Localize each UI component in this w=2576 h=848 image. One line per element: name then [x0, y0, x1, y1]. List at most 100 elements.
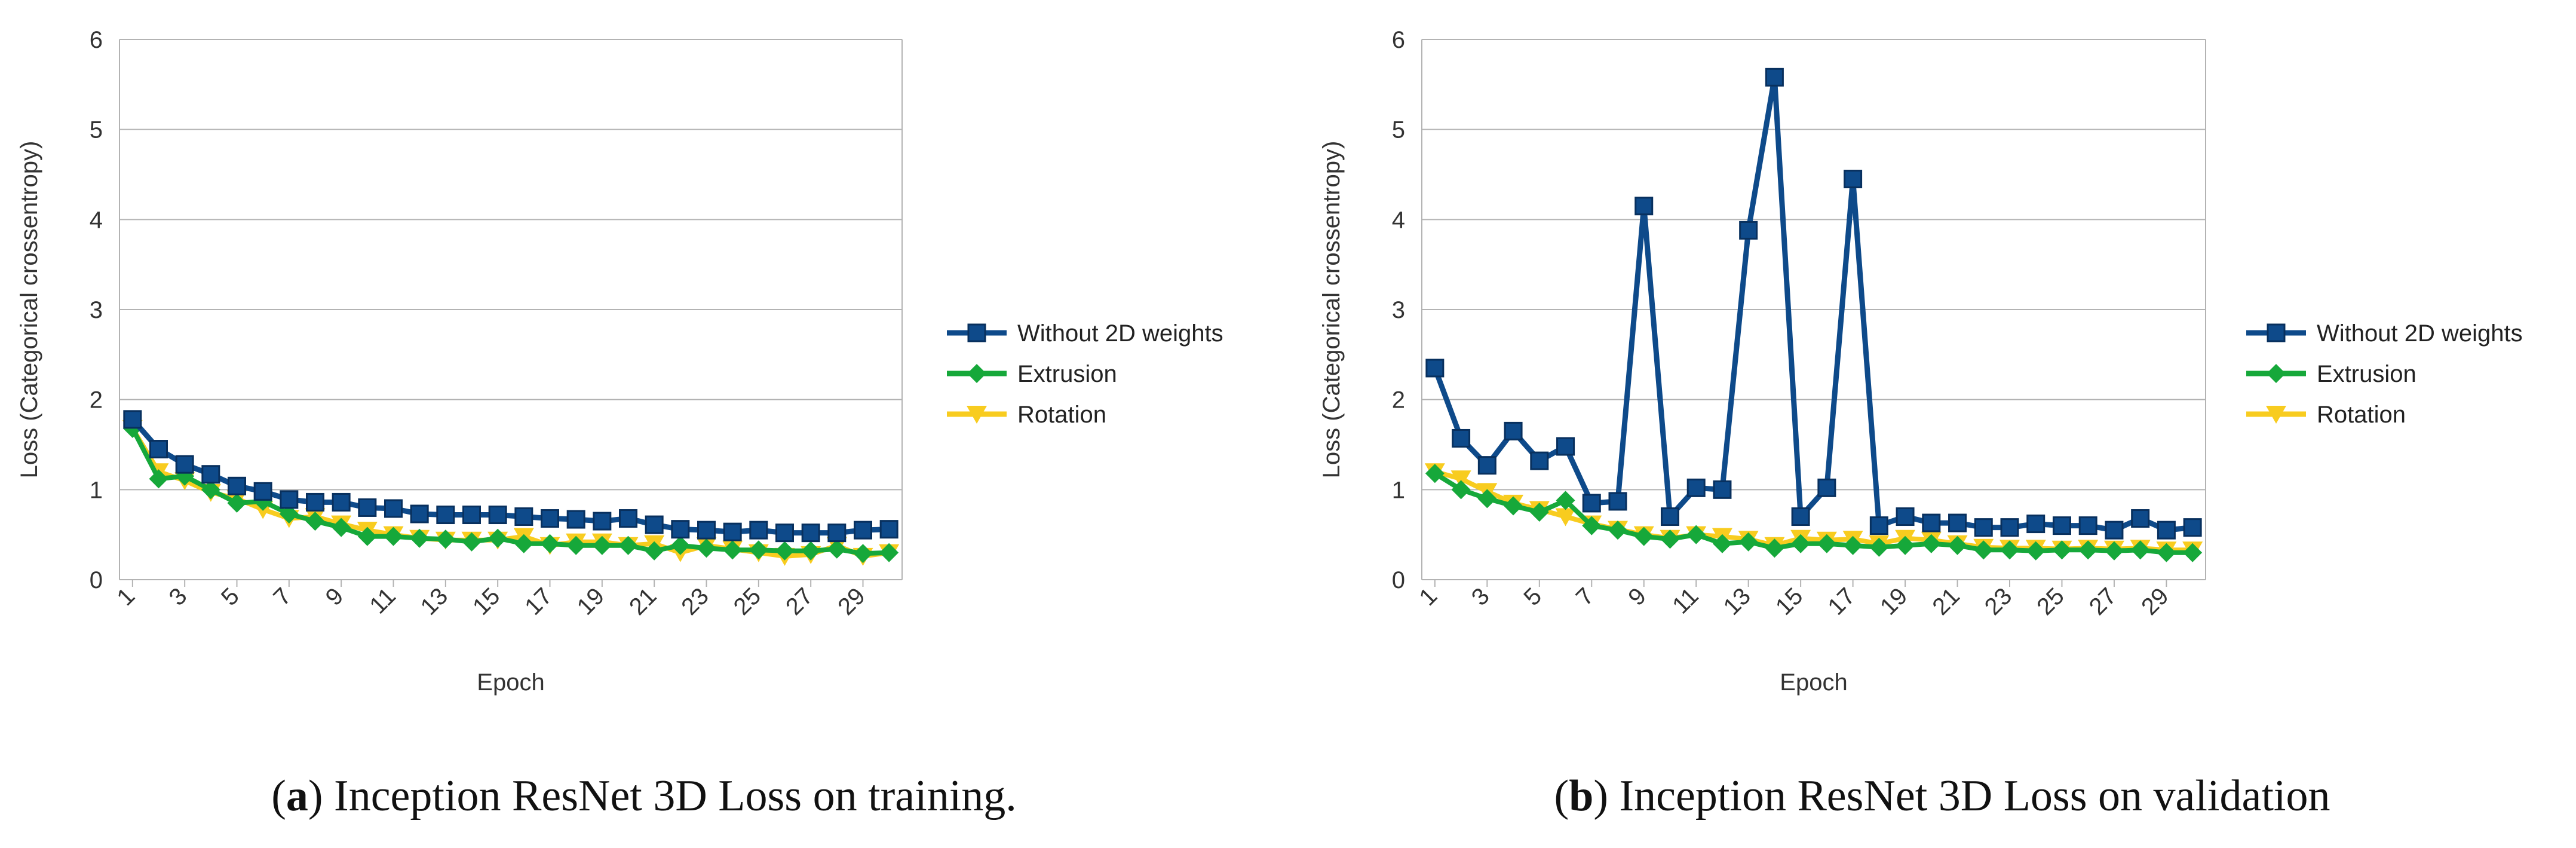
chart-b-y-ticks: 0 1 2 3 4 5 6 — [1392, 27, 1405, 593]
chart-a-series-line — [130, 417, 890, 536]
chart-b-data-point — [1844, 170, 1863, 189]
chart-a-data-point — [357, 526, 377, 546]
chart-b-data-point — [1425, 464, 1445, 483]
chart-b-data-point — [1451, 480, 1471, 500]
chart-a-xtick-label: 11 — [364, 583, 400, 619]
chart-b-data-point — [1608, 492, 1627, 511]
chart-b-xtick-label: 11 — [1667, 583, 1703, 619]
chart-a-data-point — [253, 482, 272, 501]
chart-b-legend: Without 2D weights Extrusion Rotation — [2246, 320, 2523, 428]
chart-a-data-point — [775, 524, 794, 543]
chart-a-data-point — [175, 455, 194, 474]
chart-a-xtick-label: 15 — [468, 583, 505, 620]
chart-b-data-point — [1582, 516, 1602, 535]
chart-b-series-1 — [1425, 464, 2203, 562]
chart-a-xtick-label: 27 — [781, 583, 818, 620]
chart-a-data-point — [358, 498, 377, 517]
chart-a-data-point — [149, 440, 168, 459]
chart-b-data-point — [1634, 197, 1654, 216]
chart-a-data-point — [592, 535, 612, 555]
chart-a-data-point — [697, 521, 716, 540]
chart-b-data-point — [1791, 507, 1810, 526]
chart-b-data-point — [2131, 509, 2150, 528]
chart-a-data-point — [305, 512, 325, 531]
chart-b-legend-marker — [2266, 406, 2286, 424]
chart-b-data-point — [1450, 470, 1471, 489]
chart-b-data-point — [2130, 540, 2150, 560]
chart-panel-a: 0 1 2 3 4 5 6 1 3 5 7 9 11 13 15 17 19 21 23 25 27 29 Epoch Los… — [16, 27, 1223, 821]
chart-a-legend-marker — [967, 364, 986, 383]
chart-a-data-point — [749, 521, 768, 540]
chart-a-legend-label: Rotation — [1017, 402, 1106, 428]
chart-b-xtick-label: 29 — [2136, 583, 2174, 620]
chart-b-data-point — [1712, 534, 1732, 553]
chart-a-ytick-label: 3 — [90, 297, 103, 323]
chart-a-series-0 — [123, 410, 898, 543]
chart-b-xtick-label: 23 — [1980, 583, 2017, 620]
chart-b-xtick-label: 9 — [1623, 583, 1651, 611]
chart-b-x-ticks: 1 3 5 7 9 11 13 15 17 19 21 23 25 27 29 — [1414, 580, 2174, 620]
chart-a-data-point — [436, 506, 455, 525]
chart-a-x-ticks: 1 3 5 7 9 11 13 15 17 19 21 23 25 27 29 — [112, 580, 870, 620]
chart-b-xtick-label: 25 — [2032, 583, 2069, 620]
chart-b-xtick-label: 7 — [1571, 583, 1599, 611]
caption-a: (a) Inception ResNet 3D Loss on training… — [271, 772, 1017, 821]
chart-a-xtick-label: 13 — [416, 583, 453, 620]
chart-a-xtick-label: 21 — [624, 583, 662, 620]
chart-b-legend-label: Extrusion — [2317, 361, 2416, 387]
chart-b-data-point — [1713, 480, 1732, 499]
chart-b-data-point — [1791, 534, 1811, 553]
chart-a-data-point — [149, 469, 168, 489]
chart-b-data-point — [1896, 535, 1915, 555]
chart-a-data-point — [827, 524, 847, 543]
chart-b-data-point — [1504, 496, 1523, 516]
chart-a-data-point — [488, 506, 507, 525]
chart-b-data-point — [2026, 541, 2046, 561]
caption-a-label: a — [286, 772, 308, 821]
chart-a-ytick-label: 6 — [90, 27, 103, 53]
chart-b-data-point — [2105, 521, 2124, 540]
chart-b-data-point — [1477, 489, 1497, 509]
chart-b-data-point — [1555, 508, 1576, 526]
chart-a-legend: Without 2D weights Extrusion Rotation — [947, 320, 1223, 428]
chart-a-data-point — [671, 520, 690, 539]
chart-b-data-point — [1686, 525, 1706, 544]
chart-b-data-point — [2000, 518, 2019, 537]
chart-b-legend-marker — [2267, 323, 2286, 342]
chart-b-xtick-label: 17 — [1823, 583, 1860, 620]
chart-b-series-line — [1434, 469, 2193, 553]
chart-b-data-point — [1765, 538, 1784, 558]
chart-a-data-point — [879, 543, 899, 562]
chart-a-data-point — [566, 510, 585, 529]
chart-a-data-point — [514, 507, 533, 526]
chart-a-data-point — [723, 540, 743, 560]
chart-a-data-point — [853, 544, 873, 564]
chart-b-data-point — [1948, 535, 1967, 555]
chart-b-data-point — [1948, 513, 1967, 532]
chart-b-data-point — [1452, 428, 1471, 448]
chart-a-data-point — [618, 535, 638, 555]
chart-a-data-point — [749, 540, 768, 560]
chart-a-y-ticks: 0 1 2 3 4 5 6 — [90, 27, 103, 593]
chart-b-data-point — [1608, 521, 1627, 540]
chart-b-ytick-label: 2 — [1392, 387, 1405, 414]
chart-a-data-point — [645, 541, 664, 561]
chart-a-xtick-label: 23 — [676, 583, 714, 620]
chart-a-data-point — [801, 524, 820, 543]
chart-a-data-point — [332, 518, 351, 537]
chart-b-data-point — [2183, 518, 2202, 537]
chart-b-data-point — [1660, 529, 1680, 549]
chart-b-ytick-label: 3 — [1392, 297, 1405, 323]
chart-b-data-point — [1686, 478, 1706, 497]
chart-a-data-point — [201, 465, 220, 484]
chart-b-data-point — [2157, 521, 2176, 540]
chart-a-xtick-label: 3 — [164, 583, 192, 611]
chart-b-data-point — [1425, 359, 1445, 378]
chart-a-legend-marker — [967, 323, 986, 342]
chart-a-data-point — [306, 492, 324, 512]
caption-b-label: b — [1569, 772, 1594, 821]
chart-b-ytick-label: 5 — [1392, 117, 1405, 143]
chart-b-data-point — [2052, 540, 2072, 560]
